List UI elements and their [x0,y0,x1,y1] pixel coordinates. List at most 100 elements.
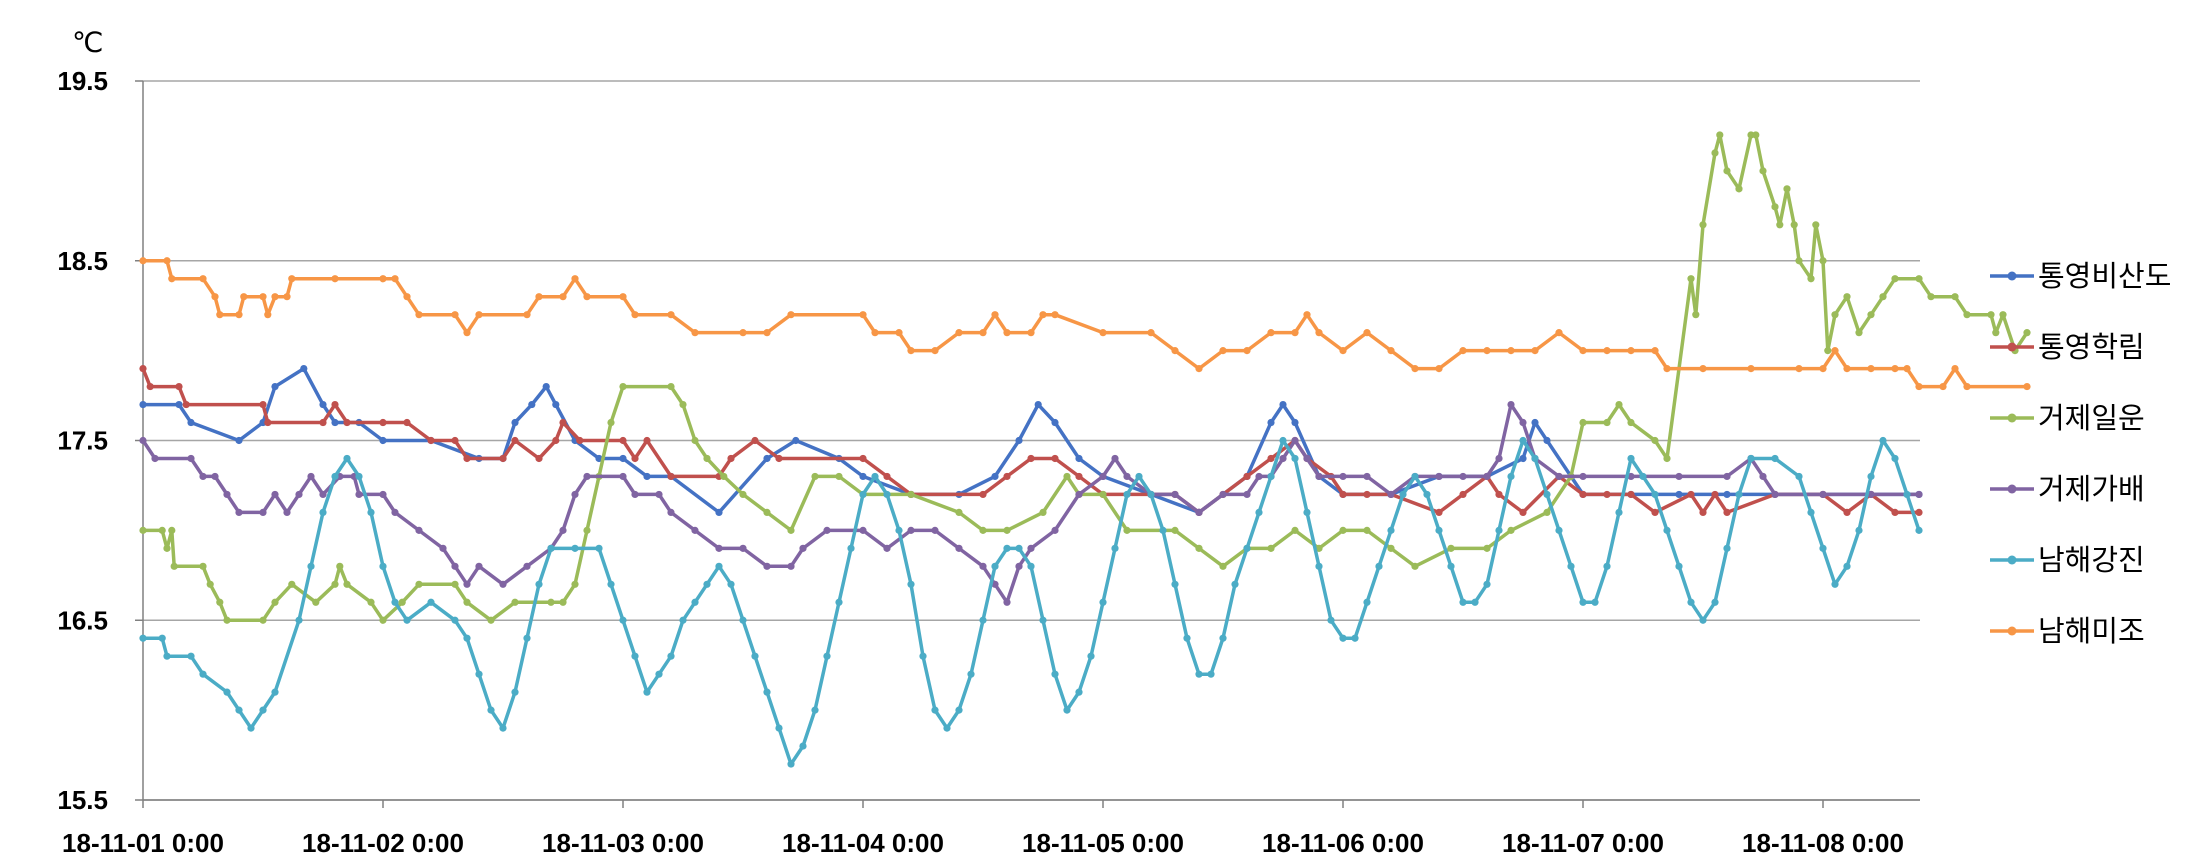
y-unit-label: ℃ [72,26,103,59]
data-point [1687,275,1695,283]
data-point [1675,562,1683,570]
data-point [691,329,699,337]
data-point [955,508,963,516]
data-point [1315,544,1323,552]
data-point [991,562,999,570]
data-point [991,472,999,481]
data-point [1915,490,1923,499]
data-point [552,400,560,409]
data-point [1147,490,1155,499]
data-point [835,598,843,606]
data-point [1351,634,1359,642]
data-point [763,688,771,696]
data-point [547,544,555,552]
data-point [319,418,327,427]
data-point [1867,311,1875,319]
data-point [1579,347,1587,355]
legend-swatch-marker [2007,484,2017,494]
data-point [235,706,243,714]
x-tick-label: 18-11-08 0:00 [1742,828,1904,858]
data-point [199,275,207,283]
data-point [847,544,855,552]
data-point [1027,454,1035,463]
data-point [319,508,327,516]
data-point [1939,382,1947,391]
data-point [1627,454,1635,463]
data-point [1195,508,1203,516]
data-point [1735,185,1743,193]
data-point [643,472,651,481]
data-point [703,580,711,588]
legend-swatch-marker [2007,342,2017,352]
data-point [792,436,800,445]
data-point [1267,544,1275,552]
data-point [1776,221,1784,229]
data-point [1483,347,1491,355]
data-point [1891,275,1899,283]
data-point [288,275,296,283]
data-point [583,526,591,534]
data-point [2023,329,2031,337]
data-point [895,329,903,337]
data-point [499,724,507,732]
data-point [271,490,279,499]
data-point [571,544,579,552]
data-point [1027,562,1035,570]
data-point [158,526,166,534]
data-point [283,508,291,516]
data-point [667,382,675,391]
data-point [1795,365,1803,373]
data-point [451,311,459,319]
data-point [427,598,435,606]
data-point [619,472,627,481]
data-point [1819,544,1827,552]
data-point [931,347,939,355]
data-point [775,724,783,732]
data-point [1303,311,1311,319]
data-point [187,454,195,463]
series-line [143,133,2029,623]
data-point [2023,382,2031,391]
data-point [1039,311,1047,319]
data-point [1387,490,1395,499]
data-point [259,706,267,714]
data-point [619,293,627,301]
data-point [1495,526,1503,534]
data-point [1099,490,1107,499]
data-point [475,311,483,319]
data-point [859,454,867,463]
legend-swatch-marker [2007,271,2017,281]
data-point [1519,418,1527,427]
data-point [727,454,735,463]
data-point [1531,454,1539,463]
data-point [1867,365,1875,373]
data-point [811,472,819,481]
data-point [223,688,231,696]
data-point [1963,382,1971,391]
data-point [1591,598,1599,606]
data-point [300,365,308,373]
data-point [1879,293,1887,301]
legend-item: 남해미조 [1990,614,2145,648]
data-point [1555,472,1563,481]
data-point [1627,490,1635,499]
data-point [967,670,975,678]
data-point [1627,472,1635,481]
data-point [1627,347,1635,355]
data-point [1243,544,1251,552]
data-point [1015,436,1023,445]
data-point [1495,454,1503,463]
data-point [1471,598,1479,606]
data-point [1135,472,1143,481]
data-point [1291,436,1299,445]
data-point [216,311,224,319]
data-point [1195,670,1203,678]
data-point [1063,706,1071,714]
data-point [312,598,320,606]
data-point [535,454,543,463]
legend-swatch-marker [2007,413,2017,423]
data-point [1051,670,1059,678]
data-point [1339,490,1347,499]
data-point [283,293,291,301]
